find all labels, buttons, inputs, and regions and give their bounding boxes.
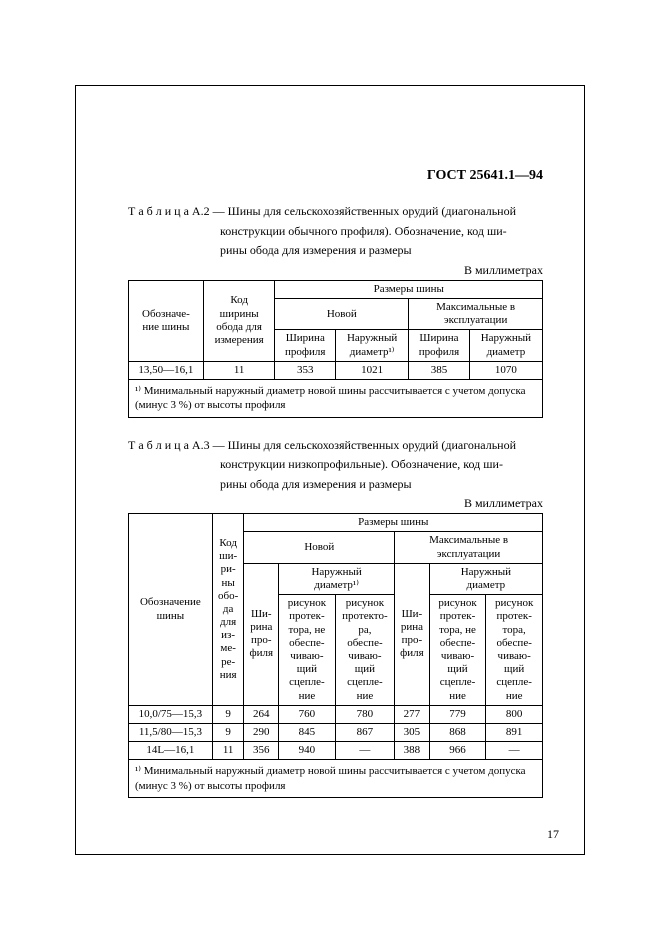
cell: 356 <box>244 742 279 760</box>
tableA3-h-c1: Обозначениешины <box>129 514 213 705</box>
cell: 760 <box>279 705 336 723</box>
tableA3-h-p4: рисунокпротек-тора,обеспе-чиваю-щийсцепл… <box>486 595 543 706</box>
tableA2: Обозначе-ние шины Кодшириныобода дляизме… <box>128 280 543 418</box>
cell: 11,5/80—15,3 <box>129 723 213 741</box>
page-number: 17 <box>547 827 559 842</box>
tableA3-caption-line2: конструкции низкопрофильные). Обозначени… <box>128 457 543 473</box>
cell: 388 <box>395 742 430 760</box>
cell: 780 <box>335 705 394 723</box>
cell: 11 <box>212 742 244 760</box>
tableA3-caption-line3: рины обода для измерения и размеры <box>128 477 543 493</box>
tableA2-units: В миллиметрах <box>128 263 543 278</box>
page-content: ГОСТ 25641.1—94 Т а б л и ц а А.2 — Шины… <box>128 168 543 798</box>
tableA3-h-p3: рисунокпротек-тора, необеспе-чиваю-щийсц… <box>429 595 486 706</box>
cell: 867 <box>335 723 394 741</box>
tableA2-h-g1: Размеры шины <box>275 280 543 298</box>
table-row: Обозначе-ние шины Кодшириныобода дляизме… <box>129 280 543 298</box>
cell: 845 <box>279 723 336 741</box>
tableA2-h-g2b: Максимальные вэксплуатации <box>409 298 543 329</box>
table-row: 11,5/80—15,3 9 290 845 867 305 868 891 <box>129 723 543 741</box>
cell: 385 <box>409 361 470 379</box>
table-row: 10,0/75—15,3 9 264 760 780 277 779 800 <box>129 705 543 723</box>
cell: 1021 <box>336 361 409 379</box>
table-row: ¹⁾ Минимальный наружный диаметр новой ши… <box>129 760 543 798</box>
cell: 779 <box>429 705 486 723</box>
cell: 290 <box>244 723 279 741</box>
tableA3-caption: Т а б л и ц а А.3 — Шины для сельскохозя… <box>128 438 543 454</box>
tableA2-caption-line3: рины обода для измерения и размеры <box>128 243 543 259</box>
tableA3-h-nd1: Наружныйдиаметр¹⁾ <box>279 563 395 594</box>
tableA3-h-g2b: Максимальные вэксплуатации <box>395 532 543 563</box>
tableA2-h-h4: Наружныйдиаметр <box>469 330 542 361</box>
tableA3-h-p2: рисунокпротекто-ра,обеспе-чиваю-щийсцепл… <box>335 595 394 706</box>
tableA3-h-sh1: Ши-ринапро-филя <box>244 563 279 705</box>
cell: 868 <box>429 723 486 741</box>
tableA2-caption-line1: Шины для сельскохозяйственных орудий (ди… <box>228 204 516 218</box>
table-row: 14L—16,1 11 356 940 — 388 966 — <box>129 742 543 760</box>
tableA2-h-h3: Ширинапрофиля <box>409 330 470 361</box>
tableA3-h-sh2: Ши-ринапро-филя <box>395 563 430 705</box>
tableA2-caption: Т а б л и ц а А.2 — Шины для сельскохозя… <box>128 204 543 220</box>
cell: 9 <box>212 705 244 723</box>
tableA2-h-h2: Наружныйдиаметр¹⁾ <box>336 330 409 361</box>
tableA2-caption-line2: конструкции обычного профиля). Обозначен… <box>128 224 543 240</box>
tableA3-caption-line1: Шины для сельскохозяйственных орудий (ди… <box>228 438 516 452</box>
cell: — <box>486 742 543 760</box>
cell: 277 <box>395 705 430 723</box>
cell: 1070 <box>469 361 542 379</box>
cell: 891 <box>486 723 543 741</box>
cell: 9 <box>212 723 244 741</box>
tableA3-h-p1: рисунокпротек-тора, необеспе-чиваю-щийсц… <box>279 595 336 706</box>
cell: 305 <box>395 723 430 741</box>
tableA3-footnote: ¹⁾ Минимальный наружный диаметр новой ши… <box>129 760 543 798</box>
table-row: ¹⁾ Минимальный наружный диаметр новой ши… <box>129 379 543 417</box>
cell: 13,50—16,1 <box>129 361 204 379</box>
tableA2-h-c1: Обозначе-ние шины <box>129 280 204 361</box>
tableA3-h-nd2: Наружныйдиаметр <box>429 563 542 594</box>
document-id: ГОСТ 25641.1—94 <box>128 168 543 184</box>
tableA2-h-h1: Ширинапрофиля <box>275 330 336 361</box>
cell: 14L—16,1 <box>129 742 213 760</box>
cell: 264 <box>244 705 279 723</box>
cell: — <box>335 742 394 760</box>
tableA3-h-g2a: Новой <box>244 532 395 563</box>
tableA2-h-g2a: Новой <box>275 298 409 329</box>
cell: 940 <box>279 742 336 760</box>
table-row: Обозначениешины Кодши-ри-ныобо-дадляиз-м… <box>129 514 543 532</box>
tableA2-footnote: ¹⁾ Минимальный наружный диаметр новой ши… <box>129 379 543 417</box>
tableA3-h-g1: Размеры шины <box>244 514 543 532</box>
table-row: 13,50—16,1 11 353 1021 385 1070 <box>129 361 543 379</box>
tableA3-h-c2: Кодши-ри-ныобо-дадляиз-ме-ре-ния <box>212 514 244 705</box>
cell: 966 <box>429 742 486 760</box>
cell: 11 <box>203 361 275 379</box>
tableA3: Обозначениешины Кодши-ри-ныобо-дадляиз-м… <box>128 513 543 798</box>
tableA2-label: Т а б л и ц а А.2 — <box>128 204 228 218</box>
tableA2-h-c2: Кодшириныобода дляизмерения <box>203 280 275 361</box>
cell: 800 <box>486 705 543 723</box>
tableA3-units: В миллиметрах <box>128 496 543 511</box>
cell: 353 <box>275 361 336 379</box>
tableA3-label: Т а б л и ц а А.3 — <box>128 438 228 452</box>
cell: 10,0/75—15,3 <box>129 705 213 723</box>
